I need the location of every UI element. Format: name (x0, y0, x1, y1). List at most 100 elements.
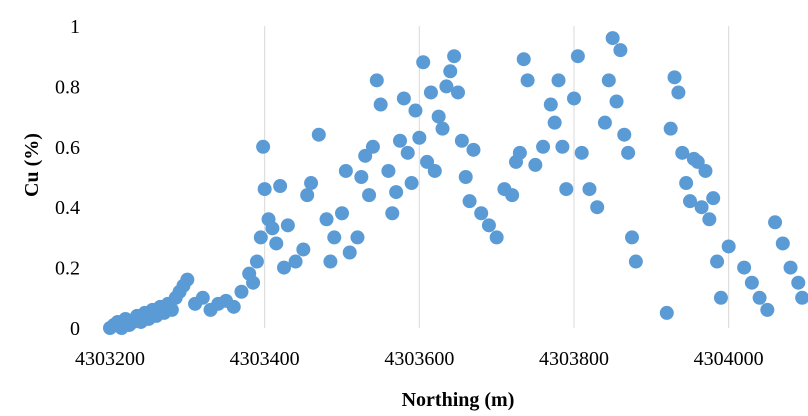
data-point (667, 70, 682, 85)
data-point (323, 254, 338, 269)
data-point (590, 200, 605, 215)
data-point (574, 145, 589, 160)
x-axis-ticks: 4303200 4303400 4303600 4303800 4304000 (75, 348, 764, 370)
data-point (296, 242, 311, 257)
data-point (721, 239, 736, 254)
x-tick-label: 4303200 (75, 348, 145, 370)
data-point (760, 302, 775, 317)
x-axis-title: Northing (m) (402, 389, 515, 411)
data-point (683, 194, 697, 209)
data-point (713, 290, 728, 305)
data-point (551, 73, 566, 88)
data-point (481, 218, 496, 233)
data-point (423, 85, 438, 100)
data-point (350, 230, 365, 245)
data-point (613, 43, 628, 58)
data-point (404, 176, 419, 191)
data-point (597, 115, 612, 130)
data-point (609, 94, 624, 109)
data-point (265, 221, 280, 236)
data-point (381, 163, 396, 178)
data-point (466, 142, 481, 157)
data-point (443, 64, 458, 79)
data-point (269, 236, 284, 251)
data-point (427, 163, 442, 178)
y-tick-label: 0.4 (55, 197, 80, 219)
data-point (365, 139, 380, 154)
data-point (659, 305, 674, 320)
data-point (795, 290, 808, 305)
data-point (559, 182, 574, 197)
data-point (327, 230, 342, 245)
data-point (783, 260, 798, 275)
data-point (679, 176, 694, 191)
data-point (253, 230, 268, 245)
data-point (706, 191, 721, 206)
data-point (277, 260, 291, 275)
data-point (744, 275, 759, 290)
data-point (628, 254, 643, 269)
y-tick-label: 1 (70, 16, 80, 38)
chart-gridlines (264, 26, 730, 328)
data-point (342, 245, 357, 260)
data-point (226, 299, 241, 314)
data-point (555, 139, 570, 154)
data-point (300, 188, 315, 203)
data-point (280, 218, 295, 233)
data-point (304, 176, 319, 191)
data-point (257, 182, 272, 197)
y-tick-label: 0.6 (55, 137, 80, 159)
data-point (435, 121, 450, 136)
data-point (256, 139, 271, 154)
data-point (246, 275, 261, 290)
data-point (547, 115, 562, 130)
data-point (288, 254, 303, 269)
data-point (675, 145, 690, 160)
data-point (617, 127, 632, 142)
data-point (462, 194, 477, 209)
data-point (702, 212, 717, 227)
data-point (234, 284, 249, 299)
data-point (791, 275, 806, 290)
data-point (663, 121, 678, 136)
data-point (698, 163, 713, 178)
data-point (408, 103, 423, 118)
data-point (582, 182, 597, 197)
data-point (489, 230, 504, 245)
data-point (338, 163, 353, 178)
data-point (516, 52, 531, 67)
data-point (416, 55, 431, 70)
data-point (180, 272, 195, 287)
data-point (319, 212, 334, 227)
data-point (621, 145, 636, 160)
data-point (369, 73, 384, 88)
data-point (354, 170, 369, 184)
data-point (505, 188, 520, 203)
data-point (164, 302, 179, 317)
x-tick-label: 4303600 (384, 348, 454, 370)
data-point (439, 79, 454, 94)
data-point (273, 179, 288, 194)
data-point (447, 49, 462, 64)
data-point (412, 130, 427, 145)
data-point (752, 290, 767, 305)
data-point (362, 188, 377, 203)
data-point (543, 97, 558, 112)
data-point (512, 145, 527, 160)
data-point (737, 260, 752, 275)
data-point (249, 254, 264, 269)
y-tick-label: 0.2 (55, 258, 80, 280)
x-tick-label: 4303400 (230, 348, 300, 370)
data-point (389, 185, 404, 200)
y-tick-label: 0.8 (55, 76, 80, 98)
y-tick-label: 0 (70, 318, 80, 340)
x-tick-label: 4304000 (694, 348, 764, 370)
chart-points (103, 31, 808, 335)
data-point (373, 97, 388, 112)
data-point (431, 109, 446, 124)
data-point (625, 230, 639, 245)
data-point (335, 206, 349, 221)
data-point (605, 31, 620, 46)
data-point (393, 133, 407, 148)
